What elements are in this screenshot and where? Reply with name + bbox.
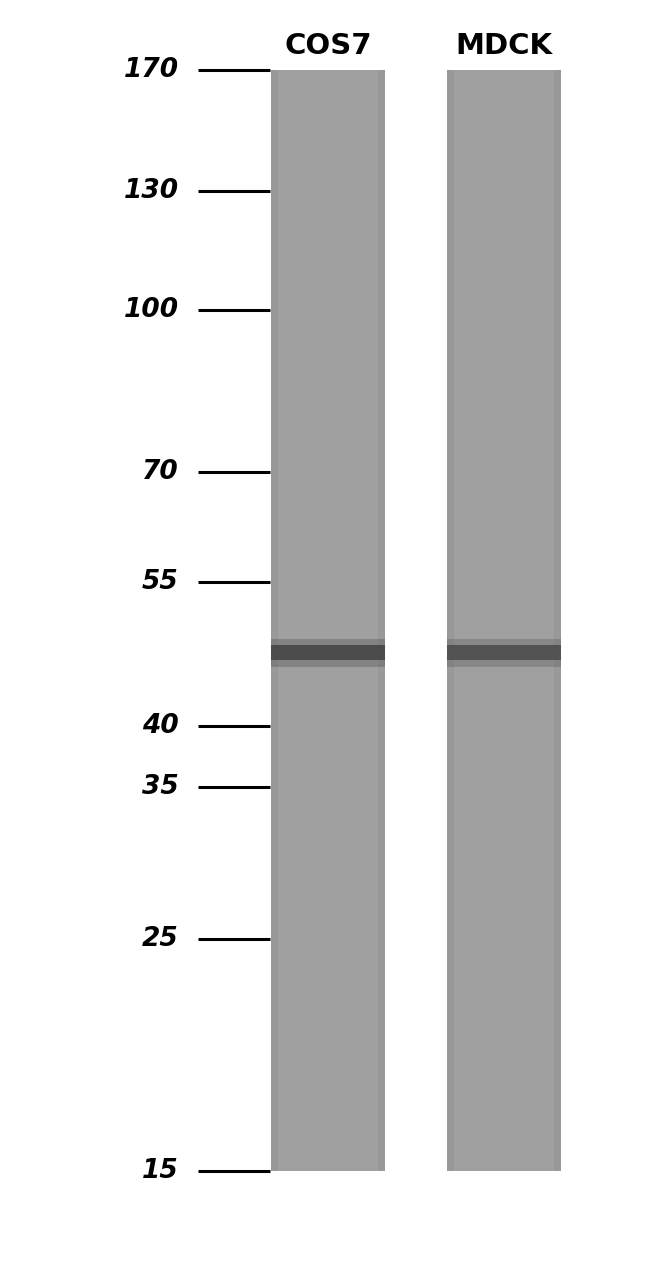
Bar — [447, 70, 454, 1171]
Text: 70: 70 — [142, 460, 179, 485]
Bar — [272, 70, 385, 1171]
Text: COS7: COS7 — [285, 32, 372, 60]
Bar — [378, 70, 385, 1171]
Text: MDCK: MDCK — [455, 32, 552, 60]
Bar — [272, 646, 385, 661]
Text: 25: 25 — [142, 927, 179, 952]
Text: 170: 170 — [124, 57, 179, 82]
Bar — [447, 70, 560, 1171]
Text: 130: 130 — [124, 179, 179, 204]
Bar — [447, 639, 560, 667]
Bar — [272, 639, 385, 667]
Bar — [554, 70, 560, 1171]
Text: 40: 40 — [142, 713, 179, 739]
Bar — [272, 70, 278, 1171]
Text: 35: 35 — [142, 774, 179, 800]
Text: 55: 55 — [142, 568, 179, 595]
Text: 15: 15 — [142, 1158, 179, 1184]
Text: 100: 100 — [124, 298, 179, 323]
Bar — [447, 646, 560, 661]
